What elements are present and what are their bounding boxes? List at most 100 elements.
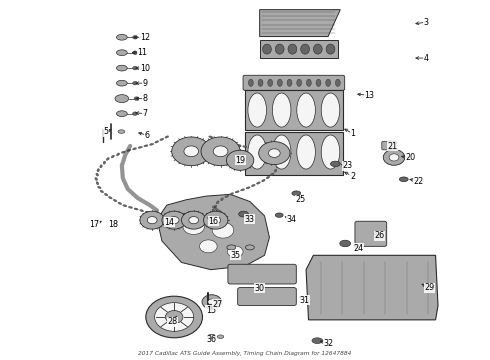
Ellipse shape (326, 44, 335, 54)
Circle shape (259, 141, 290, 165)
Ellipse shape (207, 222, 211, 224)
Ellipse shape (160, 138, 164, 141)
Ellipse shape (314, 44, 322, 54)
Ellipse shape (268, 79, 272, 86)
Ellipse shape (272, 135, 291, 169)
Ellipse shape (127, 149, 131, 152)
Circle shape (201, 137, 240, 166)
Circle shape (133, 81, 138, 85)
Ellipse shape (277, 79, 282, 86)
Ellipse shape (117, 80, 127, 86)
FancyBboxPatch shape (243, 75, 344, 90)
Ellipse shape (321, 135, 340, 169)
Ellipse shape (216, 201, 219, 204)
Circle shape (133, 36, 138, 39)
Ellipse shape (173, 222, 178, 224)
Ellipse shape (103, 161, 106, 164)
Ellipse shape (165, 136, 169, 138)
Text: 7: 7 (142, 109, 147, 118)
Text: 35: 35 (230, 251, 240, 260)
Text: 4: 4 (423, 54, 428, 63)
Circle shape (146, 296, 202, 338)
Text: 2017 Cadillac ATS Guide Assembly, Timing Chain Diagram for 12647884: 2017 Cadillac ATS Guide Assembly, Timing… (138, 351, 352, 356)
Ellipse shape (117, 65, 127, 71)
Text: 13: 13 (365, 91, 374, 100)
Circle shape (181, 211, 206, 229)
Ellipse shape (256, 182, 260, 184)
Text: 1: 1 (350, 129, 355, 138)
Circle shape (140, 211, 164, 229)
Ellipse shape (115, 95, 129, 103)
Text: 21: 21 (388, 142, 397, 151)
Ellipse shape (321, 93, 340, 127)
Ellipse shape (275, 157, 277, 160)
Ellipse shape (399, 177, 408, 181)
Ellipse shape (225, 142, 229, 144)
Ellipse shape (275, 213, 283, 217)
Ellipse shape (215, 218, 217, 221)
Text: 22: 22 (414, 176, 423, 185)
Circle shape (235, 157, 245, 164)
Ellipse shape (276, 165, 279, 168)
Ellipse shape (272, 153, 274, 156)
Ellipse shape (261, 149, 265, 152)
Text: 24: 24 (354, 244, 364, 253)
Ellipse shape (132, 148, 137, 150)
Circle shape (147, 217, 157, 224)
Ellipse shape (248, 93, 267, 127)
Ellipse shape (117, 111, 127, 117)
Ellipse shape (274, 169, 277, 172)
Ellipse shape (331, 161, 340, 167)
Ellipse shape (246, 187, 250, 189)
FancyBboxPatch shape (355, 221, 387, 246)
Circle shape (389, 154, 399, 161)
Circle shape (133, 112, 138, 116)
Ellipse shape (288, 44, 297, 54)
Ellipse shape (96, 182, 99, 185)
Ellipse shape (237, 144, 241, 146)
Ellipse shape (161, 219, 165, 221)
Circle shape (226, 150, 254, 170)
Text: 30: 30 (255, 284, 265, 293)
Circle shape (383, 149, 405, 165)
Ellipse shape (144, 145, 148, 147)
Text: 9: 9 (142, 79, 147, 88)
Ellipse shape (180, 223, 184, 225)
Ellipse shape (118, 130, 125, 134)
Ellipse shape (128, 206, 133, 208)
Ellipse shape (100, 165, 102, 168)
Text: 12: 12 (140, 33, 150, 42)
Text: 11: 11 (137, 48, 147, 57)
Ellipse shape (270, 173, 274, 176)
Ellipse shape (200, 223, 204, 225)
Circle shape (165, 311, 183, 323)
Text: 28: 28 (168, 317, 178, 326)
Ellipse shape (239, 211, 248, 217)
Polygon shape (245, 132, 343, 175)
Ellipse shape (266, 176, 270, 179)
Text: 3: 3 (423, 18, 428, 27)
Circle shape (162, 211, 186, 229)
Ellipse shape (207, 334, 216, 339)
Ellipse shape (230, 193, 234, 195)
Ellipse shape (292, 191, 301, 195)
Circle shape (212, 222, 234, 238)
Ellipse shape (340, 240, 350, 247)
FancyBboxPatch shape (382, 141, 397, 150)
Text: 2: 2 (350, 172, 355, 181)
Ellipse shape (248, 79, 253, 86)
FancyBboxPatch shape (238, 288, 296, 306)
Circle shape (183, 219, 204, 234)
FancyBboxPatch shape (228, 264, 296, 284)
Circle shape (184, 146, 198, 157)
Circle shape (189, 217, 198, 224)
Ellipse shape (335, 79, 340, 86)
Ellipse shape (251, 184, 255, 187)
Ellipse shape (214, 222, 218, 224)
Ellipse shape (111, 155, 114, 158)
Ellipse shape (243, 146, 247, 148)
Circle shape (208, 299, 216, 305)
Ellipse shape (266, 151, 270, 153)
Polygon shape (245, 90, 343, 130)
Ellipse shape (227, 245, 236, 250)
